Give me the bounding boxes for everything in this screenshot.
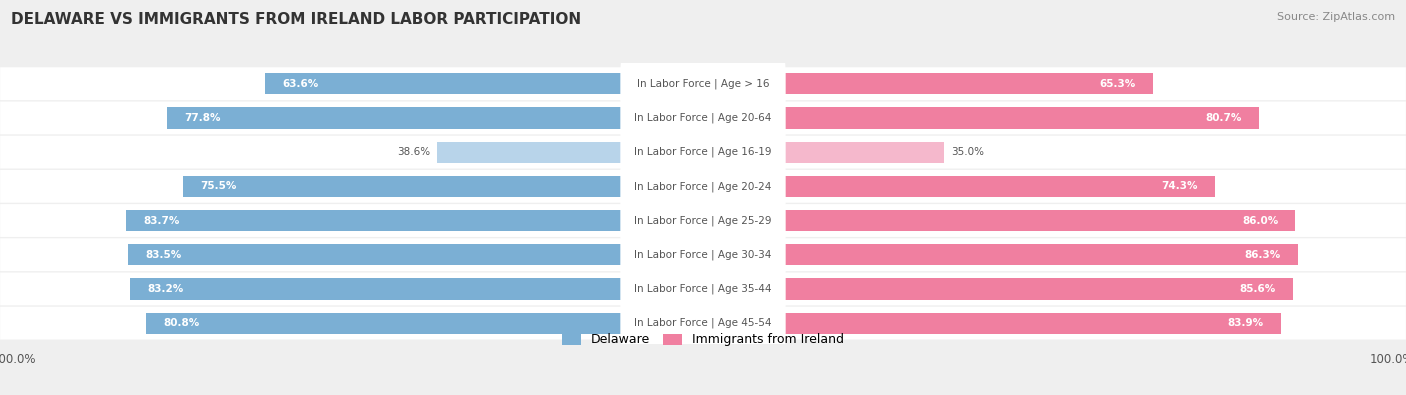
FancyBboxPatch shape bbox=[0, 204, 1406, 237]
Bar bbox=[167, 107, 703, 128]
Bar bbox=[703, 244, 1298, 265]
Text: 83.9%: 83.9% bbox=[1227, 318, 1264, 328]
Text: 85.6%: 85.6% bbox=[1239, 284, 1275, 294]
FancyBboxPatch shape bbox=[620, 228, 786, 282]
FancyBboxPatch shape bbox=[0, 136, 1406, 169]
FancyBboxPatch shape bbox=[0, 170, 1406, 203]
Bar bbox=[703, 210, 1295, 231]
Text: 83.2%: 83.2% bbox=[148, 284, 183, 294]
Text: 77.8%: 77.8% bbox=[184, 113, 221, 123]
Text: In Labor Force | Age 45-54: In Labor Force | Age 45-54 bbox=[634, 318, 772, 328]
Bar bbox=[703, 312, 1281, 334]
Bar bbox=[703, 141, 945, 163]
FancyBboxPatch shape bbox=[0, 102, 1406, 134]
Text: 83.5%: 83.5% bbox=[145, 250, 181, 260]
FancyBboxPatch shape bbox=[620, 159, 786, 214]
Text: 63.6%: 63.6% bbox=[283, 79, 318, 89]
Text: 83.7%: 83.7% bbox=[143, 216, 180, 226]
Bar bbox=[703, 107, 1258, 128]
FancyBboxPatch shape bbox=[0, 273, 1406, 305]
Bar bbox=[146, 312, 703, 334]
FancyBboxPatch shape bbox=[620, 90, 786, 145]
Text: In Labor Force | Age 20-24: In Labor Force | Age 20-24 bbox=[634, 181, 772, 192]
Text: Source: ZipAtlas.com: Source: ZipAtlas.com bbox=[1277, 12, 1395, 22]
Text: 80.8%: 80.8% bbox=[163, 318, 200, 328]
Bar bbox=[128, 244, 703, 265]
Text: 35.0%: 35.0% bbox=[950, 147, 984, 157]
Text: In Labor Force | Age 20-64: In Labor Force | Age 20-64 bbox=[634, 113, 772, 123]
Bar bbox=[127, 210, 703, 231]
Bar bbox=[703, 278, 1292, 299]
Text: DELAWARE VS IMMIGRANTS FROM IRELAND LABOR PARTICIPATION: DELAWARE VS IMMIGRANTS FROM IRELAND LABO… bbox=[11, 12, 581, 27]
Bar bbox=[129, 278, 703, 299]
FancyBboxPatch shape bbox=[0, 307, 1406, 340]
Text: 80.7%: 80.7% bbox=[1205, 113, 1241, 123]
Text: 38.6%: 38.6% bbox=[396, 147, 430, 157]
Text: In Labor Force | Age > 16: In Labor Force | Age > 16 bbox=[637, 79, 769, 89]
Text: In Labor Force | Age 35-44: In Labor Force | Age 35-44 bbox=[634, 284, 772, 294]
FancyBboxPatch shape bbox=[620, 125, 786, 179]
Text: 75.5%: 75.5% bbox=[200, 181, 236, 191]
Text: In Labor Force | Age 16-19: In Labor Force | Age 16-19 bbox=[634, 147, 772, 157]
FancyBboxPatch shape bbox=[620, 56, 786, 111]
Bar bbox=[264, 73, 703, 94]
Text: 65.3%: 65.3% bbox=[1099, 79, 1136, 89]
FancyBboxPatch shape bbox=[0, 238, 1406, 271]
Legend: Delaware, Immigrants from Ireland: Delaware, Immigrants from Ireland bbox=[557, 328, 849, 352]
Bar bbox=[703, 73, 1153, 94]
Text: 74.3%: 74.3% bbox=[1161, 181, 1198, 191]
FancyBboxPatch shape bbox=[620, 193, 786, 248]
Bar bbox=[183, 176, 703, 197]
Text: 86.3%: 86.3% bbox=[1244, 250, 1281, 260]
Text: In Labor Force | Age 30-34: In Labor Force | Age 30-34 bbox=[634, 250, 772, 260]
Bar bbox=[703, 176, 1215, 197]
FancyBboxPatch shape bbox=[620, 296, 786, 350]
Text: 86.0%: 86.0% bbox=[1241, 216, 1278, 226]
Bar bbox=[437, 141, 703, 163]
FancyBboxPatch shape bbox=[0, 67, 1406, 100]
Text: In Labor Force | Age 25-29: In Labor Force | Age 25-29 bbox=[634, 215, 772, 226]
FancyBboxPatch shape bbox=[620, 261, 786, 316]
